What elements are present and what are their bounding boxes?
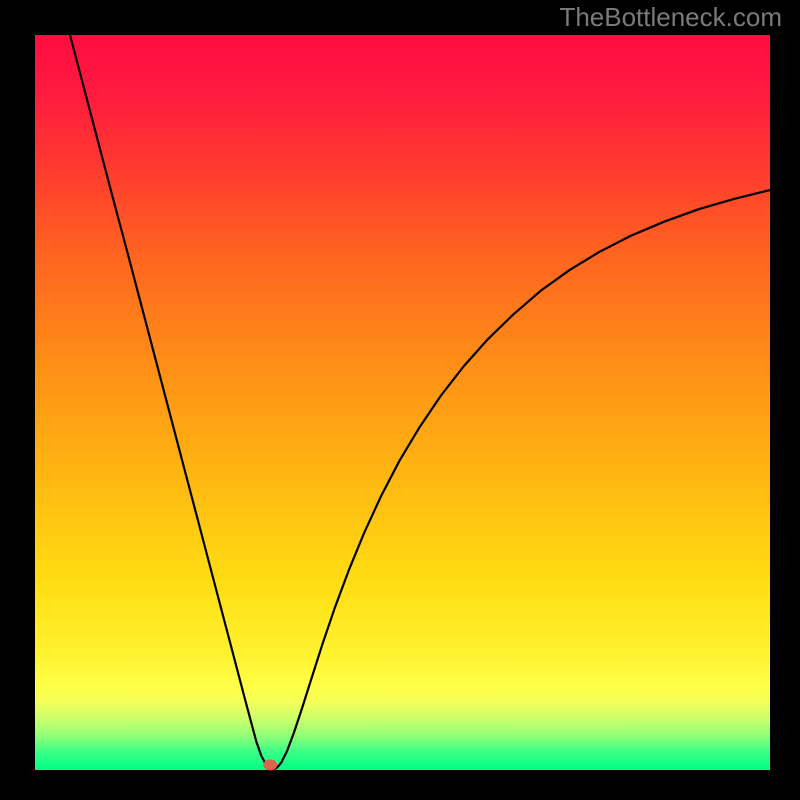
chart-frame: TheBottleneck.com bbox=[0, 0, 800, 800]
plot-area bbox=[35, 35, 770, 770]
watermark-text: TheBottleneck.com bbox=[559, 2, 782, 33]
